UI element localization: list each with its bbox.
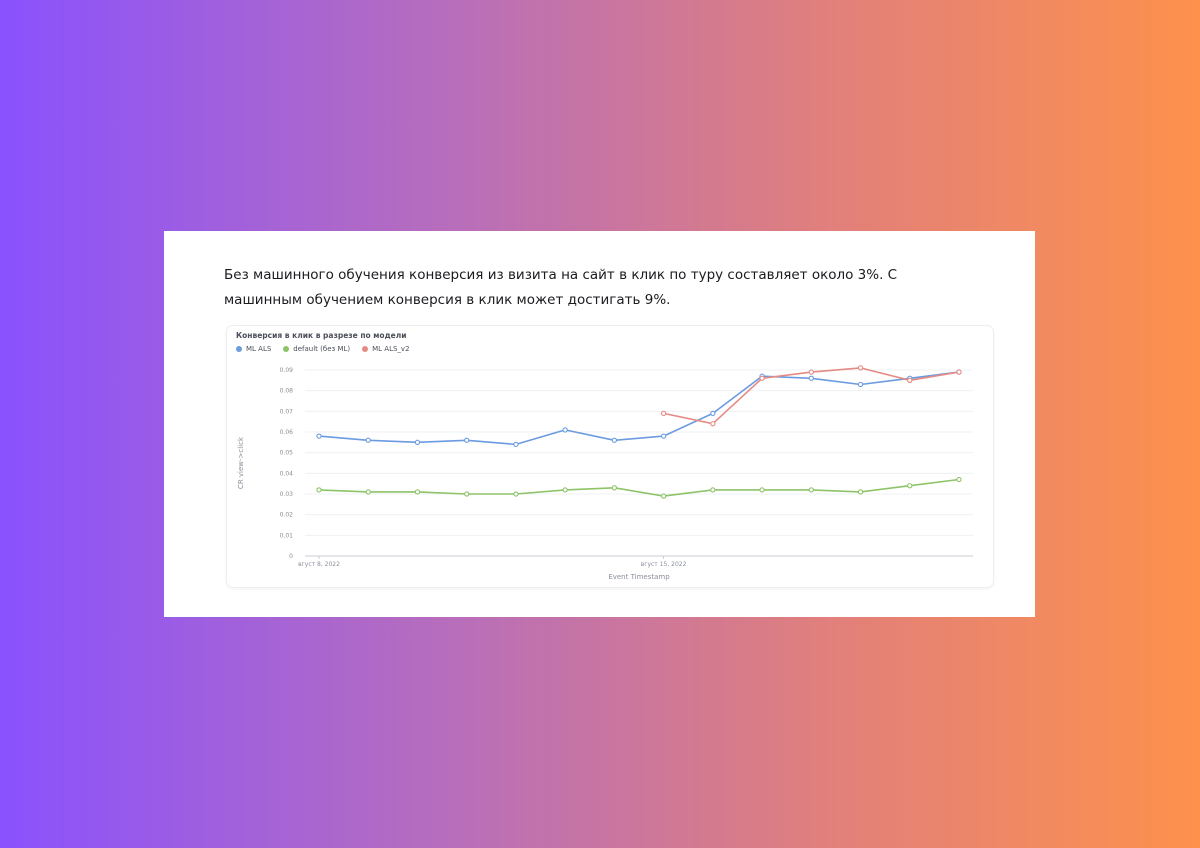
data-point[interactable]: [513, 441, 519, 448]
y-tick-label: 0.02: [280, 512, 294, 519]
data-point[interactable]: [956, 369, 962, 375]
line-chart: 0 0.01 0.02 0.03 0.04 0.05 0.06 0.07 0.08 0.09 вгу…: [237, 365, 973, 581]
data-point[interactable]: [907, 483, 913, 489]
grid-lines: [305, 369, 973, 536]
y-tick-label: 0.09: [280, 367, 294, 374]
data-point[interactable]: [808, 369, 814, 375]
data-point[interactable]: [562, 487, 568, 493]
data-point[interactable]: [316, 487, 322, 493]
data-point[interactable]: [710, 421, 716, 427]
y-tick-label: 0: [289, 553, 293, 560]
data-point[interactable]: [660, 433, 667, 439]
chart-legend: ML ALS default (без ML) ML ALS_v2: [236, 345, 410, 353]
series-default: [316, 476, 962, 499]
data-point[interactable]: [365, 489, 371, 495]
data-point[interactable]: [759, 375, 765, 381]
data-point[interactable]: [857, 365, 864, 371]
y-tick-label: 0.08: [280, 388, 294, 395]
y-tick-label: 0.06: [280, 429, 294, 436]
legend-dot-ml-als-v2: [362, 346, 369, 352]
chart-title: Конверсия в клик в разрезе по модели: [236, 331, 407, 340]
legend-item-default[interactable]: default (без ML): [283, 345, 350, 353]
data-point[interactable]: [365, 437, 371, 443]
data-point[interactable]: [414, 489, 421, 495]
article-card: Без машинного обучения конверсия из визи…: [164, 231, 1035, 617]
data-point[interactable]: [857, 381, 864, 388]
axes: 0 0.01 0.02 0.03 0.04 0.05 0.06 0.07 0.08 0.09 вгу…: [237, 367, 973, 581]
data-point[interactable]: [710, 487, 716, 493]
legend-label-ml-als-v2: ML ALS_v2: [372, 345, 410, 353]
series-line: [318, 371, 960, 446]
x-tick-label: вгуст 8, 2022: [298, 561, 340, 568]
data-point[interactable]: [611, 485, 618, 491]
data-point[interactable]: [464, 491, 470, 497]
x-axis-title: Event Timestamp: [608, 573, 670, 581]
y-tick-label: 0.07: [280, 408, 294, 415]
data-point[interactable]: [316, 433, 322, 439]
legend-dot-default: [283, 346, 290, 352]
legend-item-ml-als[interactable]: ML ALS: [236, 345, 271, 353]
data-point[interactable]: [710, 410, 716, 417]
data-point[interactable]: [464, 437, 470, 443]
data-point[interactable]: [611, 437, 618, 443]
data-point[interactable]: [562, 427, 568, 433]
legend-label-default: default (без ML): [293, 345, 351, 353]
series-ml-als-v2: [660, 365, 962, 427]
y-tick-label: 0.04: [280, 470, 294, 477]
data-point[interactable]: [759, 487, 765, 493]
y-axis-title: CR view->click: [237, 436, 245, 489]
legend-item-ml-als-v2[interactable]: ML ALS_v2: [362, 345, 410, 353]
data-point[interactable]: [808, 375, 814, 381]
y-tick-label: 0.01: [280, 532, 294, 539]
y-tick-label: 0.03: [280, 491, 294, 498]
x-tick-label: вгуст 15, 2022: [641, 561, 687, 568]
data-point[interactable]: [808, 487, 814, 493]
legend-dot-ml-als: [236, 346, 242, 352]
data-point[interactable]: [660, 493, 667, 499]
series: [316, 365, 962, 499]
data-point[interactable]: [907, 377, 913, 383]
data-point[interactable]: [956, 476, 962, 483]
y-tick-label: 0.05: [280, 450, 294, 457]
data-point[interactable]: [513, 491, 519, 497]
series-ml-als: [316, 369, 962, 448]
data-point[interactable]: [414, 439, 421, 445]
data-point[interactable]: [857, 489, 864, 495]
data-point[interactable]: [660, 410, 667, 417]
legend-label-ml-als: ML ALS: [246, 345, 272, 353]
series-line: [318, 478, 960, 497]
chart-panel: 0 0.01 0.02 0.03 0.04 0.05 0.06 0.07 0.08 0.09 вгу…: [227, 326, 993, 587]
intro-paragraph: Без машинного обучения конверсия из визи…: [224, 267, 898, 308]
